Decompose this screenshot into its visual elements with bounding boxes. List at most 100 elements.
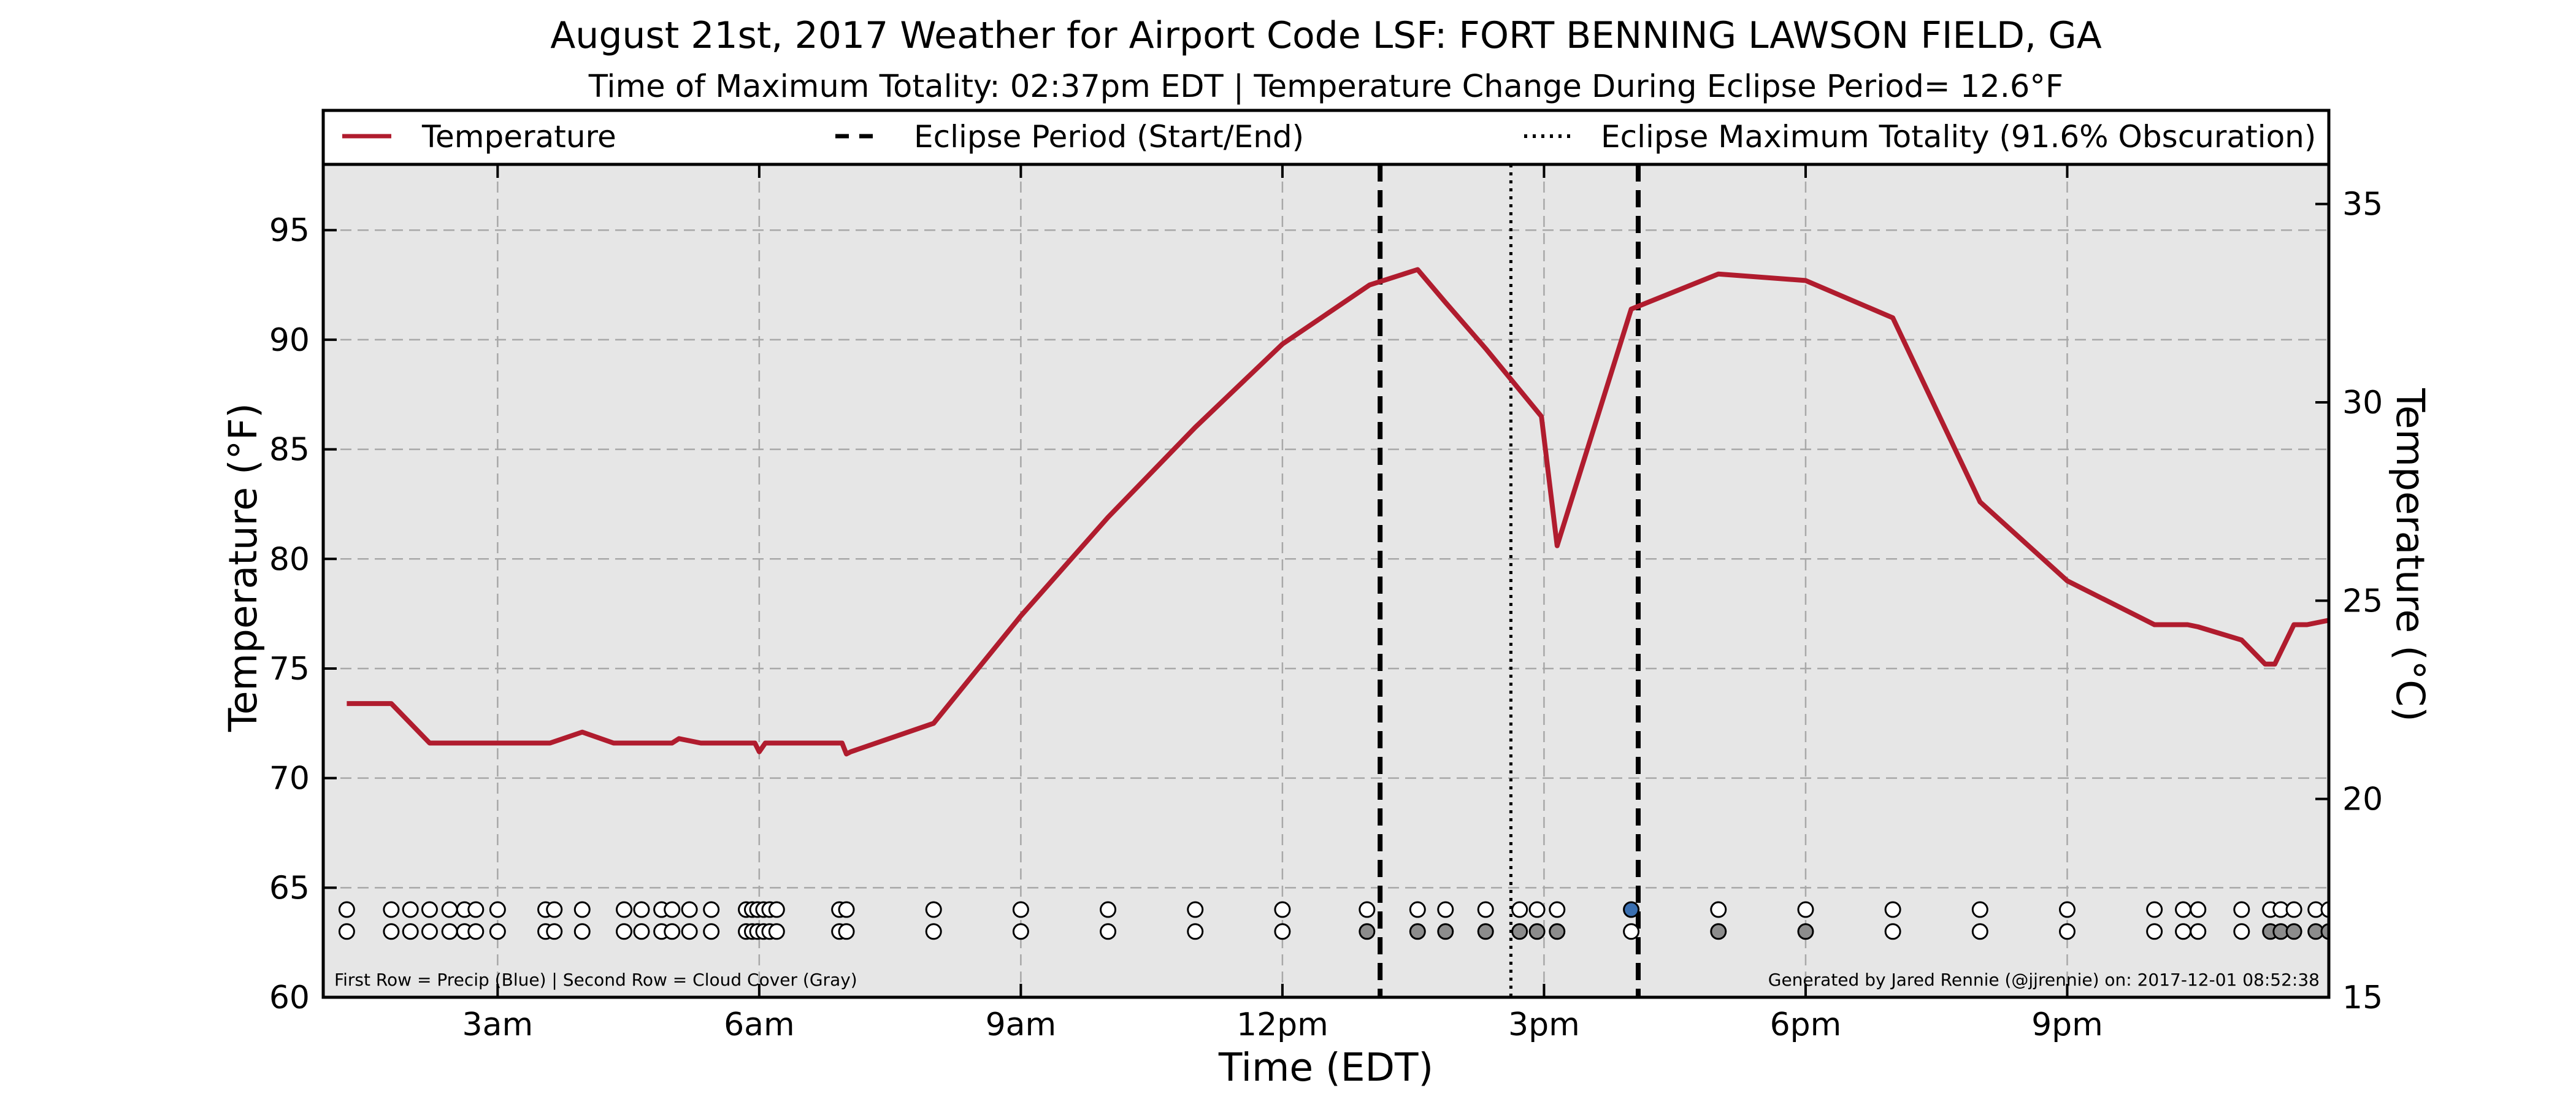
precip-marker <box>1409 901 1426 918</box>
cloud-cover-marker <box>2285 923 2302 940</box>
y-tick-label-left: 60 <box>269 979 310 1016</box>
cloud-cover-marker <box>1549 923 1566 940</box>
precip-marker <box>2146 901 2163 918</box>
precip-marker <box>1511 901 1528 918</box>
cloud-cover-marker <box>402 923 419 940</box>
precip-marker <box>546 901 563 918</box>
cloud-cover-marker <box>2175 923 2192 940</box>
y-tick-label-left: 85 <box>269 432 310 469</box>
precip-marker <box>1623 901 1640 918</box>
precip-marker <box>2233 901 2250 918</box>
y-axis-title-right: Temperature (°C) <box>2388 388 2432 722</box>
precip-marker <box>2058 901 2076 918</box>
cloud-cover-marker <box>383 923 400 940</box>
x-tick-label: 6am <box>724 1006 795 1043</box>
precip-marker <box>1797 901 1814 918</box>
cloud-cover-marker <box>421 923 438 940</box>
precip-marker <box>573 901 591 918</box>
legend-frame <box>321 109 2331 166</box>
gridlines <box>323 164 2329 997</box>
y-tick-label-left: 65 <box>269 870 310 907</box>
y-tick-label-right: 15 <box>2342 979 2383 1016</box>
precip-marker <box>2175 901 2192 918</box>
cloud-cover-marker <box>1797 923 1814 940</box>
legend-eclipse-period-label: Eclipse Period (Start/End) <box>914 119 1304 155</box>
cloud-cover-marker <box>681 923 698 940</box>
chart-title: August 21st, 2017 Weather for Airport Co… <box>550 14 2102 57</box>
cloud-cover-marker <box>546 923 563 940</box>
precip-marker <box>925 901 942 918</box>
y-tick-label-left: 75 <box>269 651 310 688</box>
precip-marker <box>1884 901 1901 918</box>
cloud-cover-marker <box>1409 923 1426 940</box>
cloud-cover-marker <box>2146 923 2163 940</box>
cloud-cover-marker <box>467 923 485 940</box>
precip-marker <box>421 901 438 918</box>
precip-marker <box>441 901 458 918</box>
precip-marker <box>2285 901 2302 918</box>
cloud-cover-marker <box>768 923 785 940</box>
cloud-cover-marker <box>664 923 681 940</box>
cloud-cover-marker <box>2233 923 2250 940</box>
precip-marker <box>2190 901 2207 918</box>
cloud-cover-marker <box>338 923 355 940</box>
y-tick-label-left: 70 <box>269 761 310 797</box>
precip-marker <box>633 901 650 918</box>
precip-marker <box>1971 901 1988 918</box>
precip-marker <box>402 901 419 918</box>
y-tick-label-left: 90 <box>269 322 310 359</box>
cloud-cover-marker <box>441 923 458 940</box>
legend-temperature-label: Temperature <box>421 119 616 155</box>
precip-marker <box>383 901 400 918</box>
precip-marker <box>1549 901 1566 918</box>
precip-marker <box>467 901 485 918</box>
y-axis-title-left: Temperature (°F) <box>221 403 266 732</box>
x-tick-label: 3am <box>462 1006 534 1043</box>
cloud-cover-marker <box>1710 923 1727 940</box>
y-tick-label-left: 95 <box>269 212 310 249</box>
cloud-cover-marker <box>925 923 942 940</box>
cloud-cover-marker <box>2190 923 2207 940</box>
y-tick-label-right: 20 <box>2342 781 2383 818</box>
precip-marker <box>1437 901 1454 918</box>
precip-marker <box>1477 901 1494 918</box>
plot-frame <box>321 163 2331 999</box>
x-tick-label: 12pm <box>1236 1006 1328 1043</box>
cloud-cover-marker <box>1012 923 1029 940</box>
precip-marker <box>768 901 785 918</box>
y-tick-label-right: 30 <box>2342 385 2383 421</box>
plot-area <box>323 164 2329 997</box>
footnote-right: Generated by Jared Rennie (@jjrennie) on… <box>1768 970 2320 990</box>
y-tick-label-right: 35 <box>2342 186 2383 223</box>
cloud-cover-marker <box>1884 923 1901 940</box>
footnote-left: First Row = Precip (Blue) | Second Row =… <box>334 970 857 990</box>
precip-marker <box>681 901 698 918</box>
precip-marker <box>1359 901 1376 918</box>
cloud-cover-marker <box>633 923 650 940</box>
y-tick-label-right: 25 <box>2342 583 2383 619</box>
precip-marker <box>1274 901 1291 918</box>
chart-subtitle: Time of Maximum Totality: 02:37pm EDT | … <box>588 69 2063 105</box>
cloud-cover-marker <box>573 923 591 940</box>
cloud-cover-marker <box>489 923 506 940</box>
cloud-cover-marker <box>703 923 720 940</box>
temperature-line <box>347 267 2329 757</box>
precip-marker <box>1187 901 1204 918</box>
x-tick-label: 6pm <box>1770 1006 1842 1043</box>
y-tick-label-left: 80 <box>269 541 310 578</box>
precip-marker <box>616 901 632 918</box>
axes: 60 65 70 75 80 85 90 95 3am 6am 9am 12pm 3pm 6pm 9pm 15… <box>269 164 2383 1043</box>
x-axis-title: Time (EDT) <box>1218 1045 1433 1090</box>
precip-marker <box>2320 901 2329 918</box>
x-tick-label: 9am <box>986 1006 1057 1043</box>
observation-rows <box>338 901 2329 940</box>
cloud-cover-marker <box>1511 923 1528 940</box>
cloud-cover-marker <box>1359 923 1376 940</box>
x-tick-label: 9pm <box>2031 1006 2103 1043</box>
cloud-cover-marker <box>1477 923 1494 940</box>
precip-marker <box>664 901 681 918</box>
cloud-cover-marker <box>1100 923 1117 940</box>
precip-marker <box>1012 901 1029 918</box>
precip-marker <box>489 901 506 918</box>
legend: Temperature Eclipse Period (Start/End) E… <box>321 109 2331 166</box>
